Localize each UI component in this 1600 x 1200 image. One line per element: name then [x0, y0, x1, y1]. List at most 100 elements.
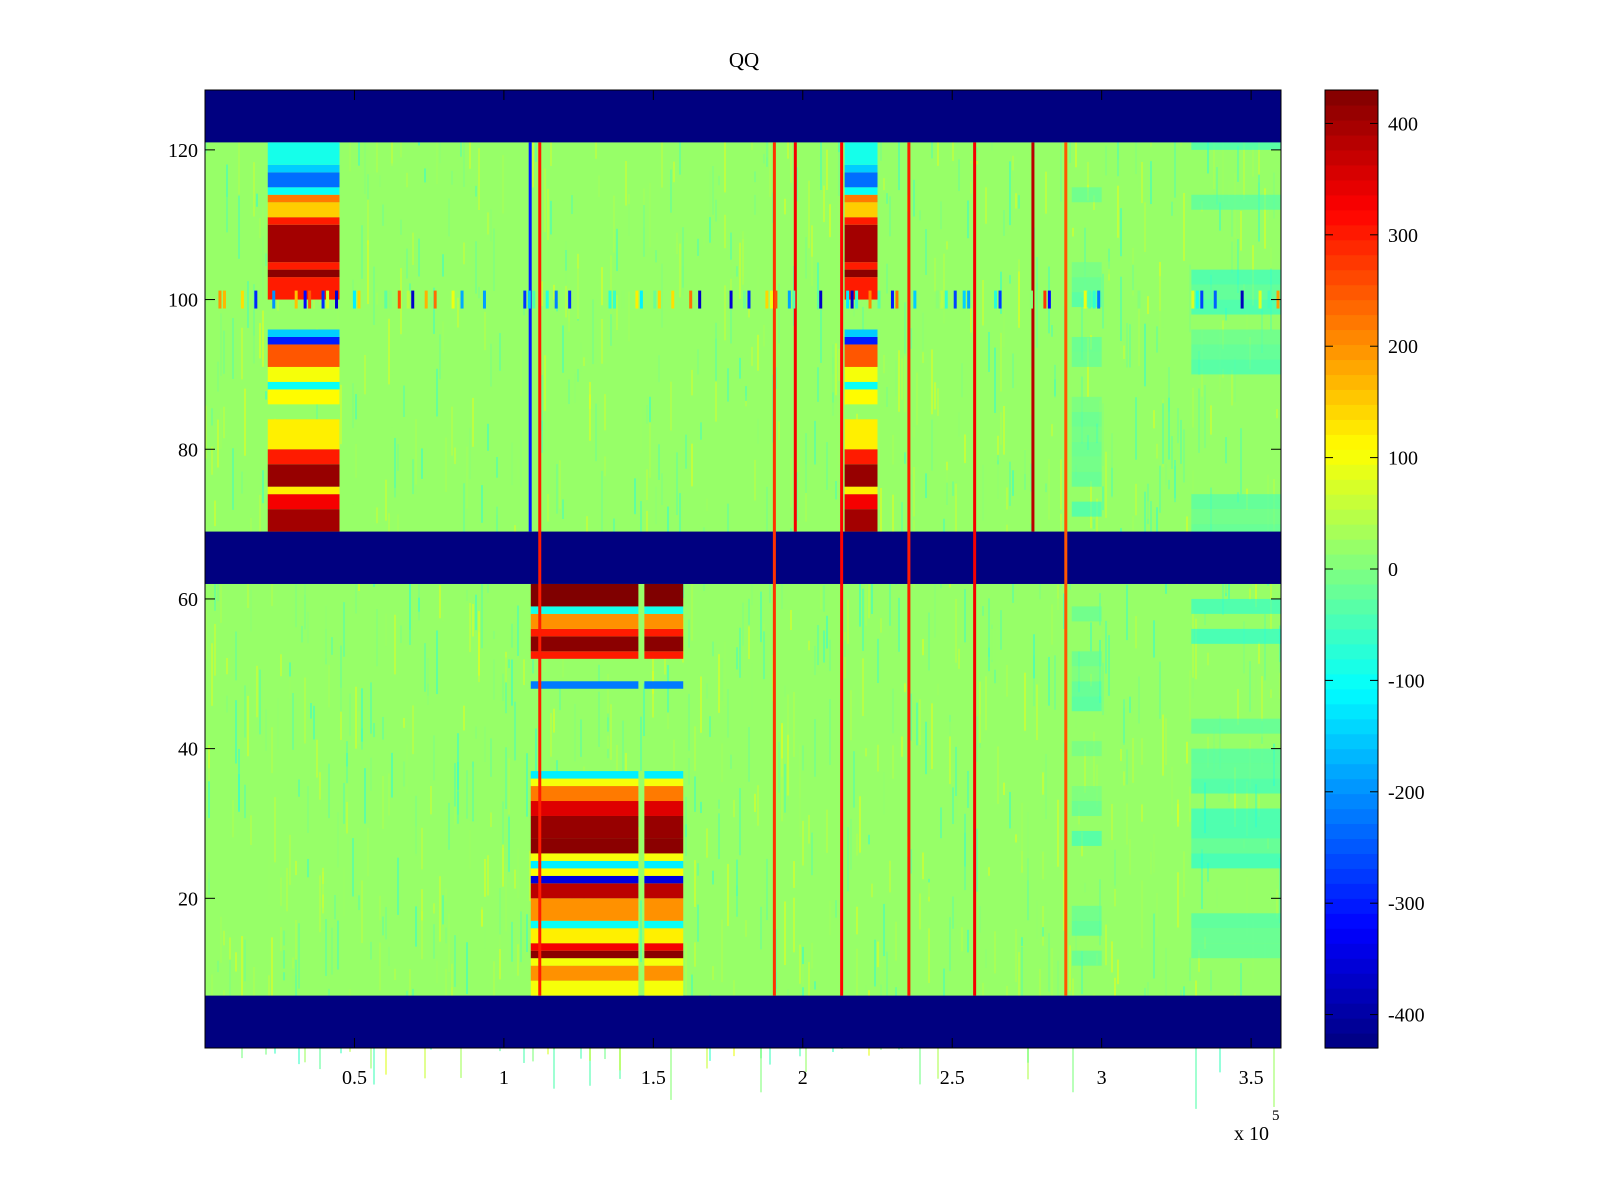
block-stripe	[267, 224, 340, 263]
noise-cell	[1189, 957, 1191, 981]
noise-cell	[412, 232, 414, 265]
speckle-cell	[787, 290, 791, 309]
noise-cell	[1276, 409, 1278, 419]
noise-cell	[1243, 136, 1245, 200]
noise-cell	[247, 281, 249, 328]
noise-cell	[934, 571, 936, 638]
colorbar-swatch	[1325, 359, 1378, 376]
noise-cell	[814, 719, 816, 777]
noise-cell	[820, 127, 822, 190]
noise-cell	[280, 654, 282, 677]
noise-cell	[928, 928, 930, 984]
noise-cell	[805, 464, 807, 522]
noise-cell	[856, 948, 858, 1007]
faint-patch-cell	[1071, 501, 1102, 517]
noise-cell	[1054, 655, 1056, 710]
noise-cell	[382, 204, 384, 226]
block-stripe	[530, 786, 639, 802]
noise-cell	[1111, 803, 1113, 841]
speckle-cell	[850, 290, 854, 309]
noise-cell	[700, 801, 702, 814]
noise-cell	[403, 385, 405, 417]
noise-cell	[610, 304, 612, 346]
noise-cell	[817, 625, 819, 666]
noise-cell	[1006, 487, 1008, 510]
noise-cell	[997, 454, 999, 465]
noise-cell	[1150, 161, 1152, 205]
noise-cell	[748, 626, 750, 660]
noise-cell	[502, 801, 504, 849]
speckle-cell	[406, 290, 410, 309]
block-stripe	[844, 217, 878, 225]
colorbar-tick-label: -200	[1388, 782, 1425, 804]
noise-cell	[838, 450, 840, 465]
x-exponent-base: x 10	[1234, 1123, 1269, 1145]
noise-cell	[832, 357, 834, 416]
noise-cell	[493, 228, 495, 291]
noise-cell	[736, 885, 738, 917]
noise-cell	[340, 384, 342, 445]
speckle-cell	[1258, 290, 1262, 309]
block-stripe	[644, 980, 684, 996]
block-stripe	[844, 381, 878, 390]
noise-cell	[1126, 749, 1128, 785]
noise-cell	[847, 599, 849, 644]
noise-cell	[1207, 862, 1209, 882]
colorbar-swatch	[1325, 1018, 1378, 1034]
noise-cell	[826, 809, 828, 853]
noise-cell	[1156, 893, 1158, 937]
noise-cell	[505, 864, 507, 932]
noise-cell	[691, 443, 693, 487]
noise-cell	[205, 405, 207, 459]
noise-cell	[580, 342, 582, 372]
noise-cell	[382, 916, 384, 936]
noise-cell	[361, 225, 363, 279]
noise-cell	[1147, 296, 1149, 315]
speckle-cell	[765, 290, 769, 309]
noise-cell	[1231, 241, 1233, 274]
noise-cell	[1048, 656, 1050, 706]
block-stripe	[644, 883, 684, 899]
noise-cell	[883, 903, 885, 957]
block-stripe	[644, 606, 684, 614]
x-axis: 0.5 1 1.5 2 2.5 3 3.5	[342, 90, 1264, 1089]
y-tick-label: 20	[178, 888, 198, 910]
noise-cell	[448, 802, 450, 850]
noise-cell	[949, 714, 951, 737]
speckle-cell	[729, 290, 733, 309]
noise-cell	[400, 132, 402, 158]
noise-cell	[994, 931, 996, 974]
noise-cell	[211, 446, 213, 475]
noise-cell	[484, 311, 486, 351]
noise-cell	[337, 812, 339, 868]
noise-cell	[715, 380, 717, 422]
noise-cell	[457, 297, 459, 328]
speckle-cell	[451, 290, 455, 309]
noise-cell	[1189, 786, 1191, 822]
noise-cell	[670, 381, 672, 431]
noise-cell	[937, 1027, 939, 1079]
noise-cell	[211, 643, 213, 706]
noise-cell	[1108, 261, 1110, 275]
noise-cell	[592, 299, 594, 365]
noise-cell	[448, 913, 450, 973]
noise-cell	[559, 686, 561, 711]
faint-patch-cell	[1071, 666, 1102, 682]
speckle-cell	[792, 290, 796, 309]
x-tick-label: 3	[1097, 1067, 1107, 1089]
noise-cell	[1072, 227, 1074, 237]
speckle-cell	[944, 290, 948, 309]
colorbar-swatch	[1325, 778, 1378, 795]
noise-cell	[895, 360, 897, 397]
noise-cell	[718, 799, 720, 809]
noise-cell	[382, 716, 384, 740]
noise-cell	[277, 698, 279, 750]
noise-cell	[1120, 208, 1122, 257]
noise-cell	[1261, 676, 1263, 737]
noise-cell	[433, 287, 435, 334]
noise-cell	[337, 920, 339, 970]
speckle-cell	[308, 290, 312, 309]
noise-cell	[1045, 902, 1047, 940]
noise-cell	[1180, 419, 1182, 464]
block-stripe	[644, 613, 684, 629]
